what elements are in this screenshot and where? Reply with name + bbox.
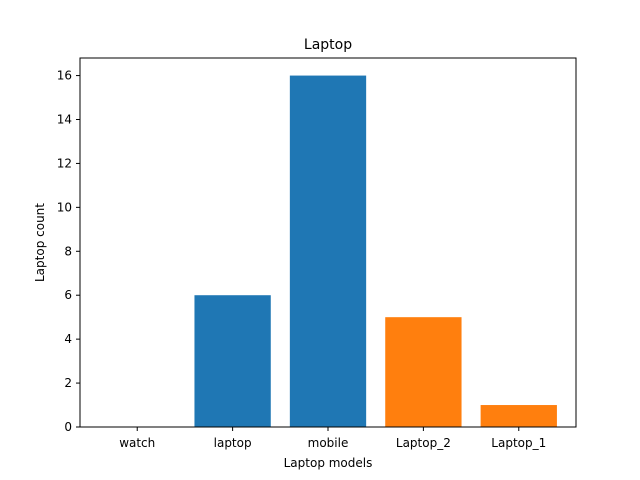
y-tick-label: 16: [57, 69, 72, 83]
y-tick-label: 2: [64, 376, 72, 390]
x-tick-label: watch: [119, 436, 155, 450]
y-tick-label: 14: [57, 113, 72, 127]
y-tick-label: 0: [64, 420, 72, 434]
bar-Laptop_1: [480, 405, 557, 427]
x-tick-label: laptop: [214, 436, 252, 450]
y-tick-label: 4: [64, 332, 72, 346]
y-tick-label: 6: [64, 288, 72, 302]
x-axis-ticks: watch laptop mobile Laptop_2 Laptop_1: [119, 427, 546, 450]
bar-mobile: [289, 75, 367, 428]
x-axis-label: Laptop models: [284, 456, 373, 470]
y-axis-ticks: 0 2 4 6 8 10 12 14 16: [57, 69, 80, 434]
chart-title: Laptop: [304, 37, 352, 53]
y-axis-label: Laptop count: [33, 203, 47, 282]
y-tick-label: 8: [64, 244, 72, 258]
y-tick-label: 10: [57, 200, 72, 214]
x-tick-label: mobile: [308, 436, 349, 450]
x-tick-label: Laptop_2: [396, 436, 451, 450]
y-tick-label: 12: [57, 156, 72, 170]
bar-laptop: [194, 295, 271, 427]
x-tick-label: Laptop_1: [491, 436, 546, 450]
bars-group: [194, 75, 557, 428]
bar-Laptop_2: [385, 317, 462, 427]
